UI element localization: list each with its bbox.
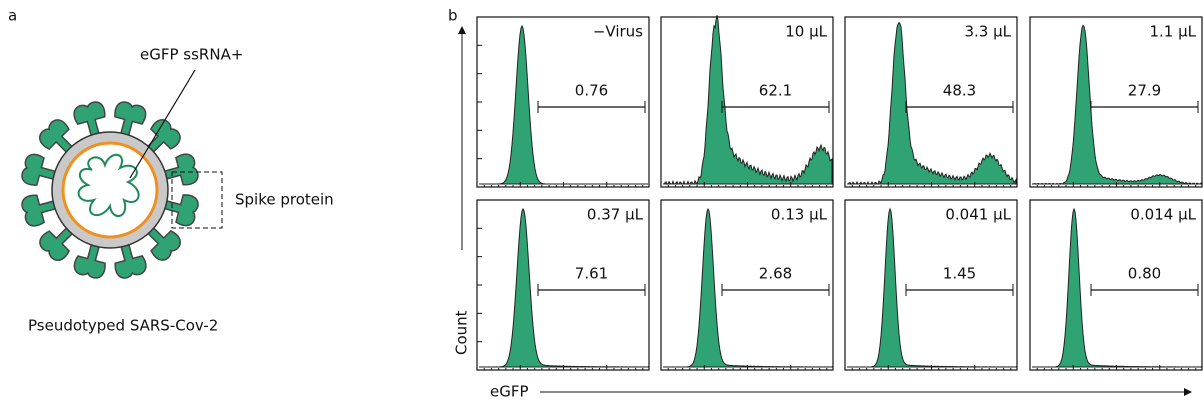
panel-label: a <box>8 7 17 25</box>
gate-value: 7.61 <box>575 265 608 283</box>
spike-shape <box>73 241 106 279</box>
histogram-panel: 2.68 0.13 µL <box>660 199 834 371</box>
histogram <box>1032 207 1202 368</box>
condition-label: 3.3 µL <box>964 23 1011 41</box>
histogram <box>479 24 648 185</box>
histogram-panel: 27.9 1.1 µL <box>1029 16 1203 188</box>
histogram <box>479 207 649 368</box>
spike <box>39 225 76 261</box>
histogram-panel: 7.61 0.37 µL <box>476 199 650 371</box>
histogram <box>847 207 1017 368</box>
y-axis-label: Count <box>453 310 471 355</box>
panel-frame <box>1029 16 1203 188</box>
spike-shape <box>73 101 106 139</box>
spike-shape <box>21 194 59 227</box>
caption: Pseudotyped SARS-Cov-2 <box>28 317 218 335</box>
spike <box>144 119 181 155</box>
spike-shape <box>21 153 59 186</box>
x-axis-label: eGFP <box>490 383 529 401</box>
histogram-panel: 48.3 3.3 µL <box>844 16 1018 188</box>
spike <box>73 241 106 279</box>
spike <box>114 241 147 279</box>
spike <box>145 224 181 261</box>
condition-label: 10 µL <box>785 23 827 41</box>
histogram-panel: 1.45 0.041 µL <box>844 199 1018 371</box>
spike <box>39 119 75 156</box>
histogram <box>663 207 833 368</box>
panel-frame <box>476 199 650 371</box>
condition-label: 0.13 µL <box>771 206 828 224</box>
spike <box>21 194 59 227</box>
spikes <box>21 101 199 279</box>
spike-shape <box>161 194 199 227</box>
gate-value: 1.45 <box>943 265 976 283</box>
spike-label: Spike protein <box>235 191 334 209</box>
panel-frame <box>660 199 834 371</box>
spike <box>161 194 199 227</box>
gate-value: 48.3 <box>943 82 976 100</box>
spike-shape <box>144 119 181 155</box>
spike-shape <box>145 224 181 261</box>
condition-label: 0.014 µL <box>1130 206 1196 224</box>
panel-frame <box>476 16 650 188</box>
spike-shape <box>114 241 147 279</box>
spike <box>21 153 59 186</box>
panel-b: b Count eGFP 0.76 −Virus 62.1 10 µL 48.3 3.3 … <box>448 7 1203 401</box>
spike <box>73 101 106 139</box>
gate-value: 0.80 <box>1128 265 1161 283</box>
histogram-panel: 62.1 10 µL <box>660 15 834 188</box>
gate-value: 2.68 <box>759 265 792 283</box>
spike-shape <box>114 101 147 139</box>
panel-label: b <box>448 7 458 25</box>
gate-value: 62.1 <box>759 82 792 100</box>
condition-label: 1.1 µL <box>1149 23 1196 41</box>
panel-frame <box>1029 199 1203 371</box>
gate-value: 27.9 <box>1128 82 1161 100</box>
pointer <box>129 69 196 179</box>
histogram <box>847 21 1017 185</box>
panel-frame <box>844 199 1018 371</box>
spike-shape <box>39 119 75 156</box>
spike-shape <box>39 225 76 261</box>
spike <box>161 153 199 186</box>
histogram <box>1032 24 1202 185</box>
spike-box <box>171 171 223 229</box>
panel-a: a eGFP ssRNA+ Spike protein Pseudotyped … <box>8 7 334 335</box>
rna-label: eGFP ssRNA+ <box>140 46 243 64</box>
histogram-panel: 0.76 −Virus <box>476 16 650 188</box>
condition-label: 0.041 µL <box>945 206 1011 224</box>
histogram <box>663 15 833 186</box>
gate-value: 0.76 <box>575 82 608 100</box>
spike-shape <box>161 153 199 186</box>
spike <box>114 101 147 139</box>
condition-label: 0.37 µL <box>587 206 644 224</box>
rna <box>77 153 140 217</box>
condition-label: −Virus <box>593 23 643 41</box>
histogram-panel: 0.80 0.014 µL <box>1029 199 1203 371</box>
